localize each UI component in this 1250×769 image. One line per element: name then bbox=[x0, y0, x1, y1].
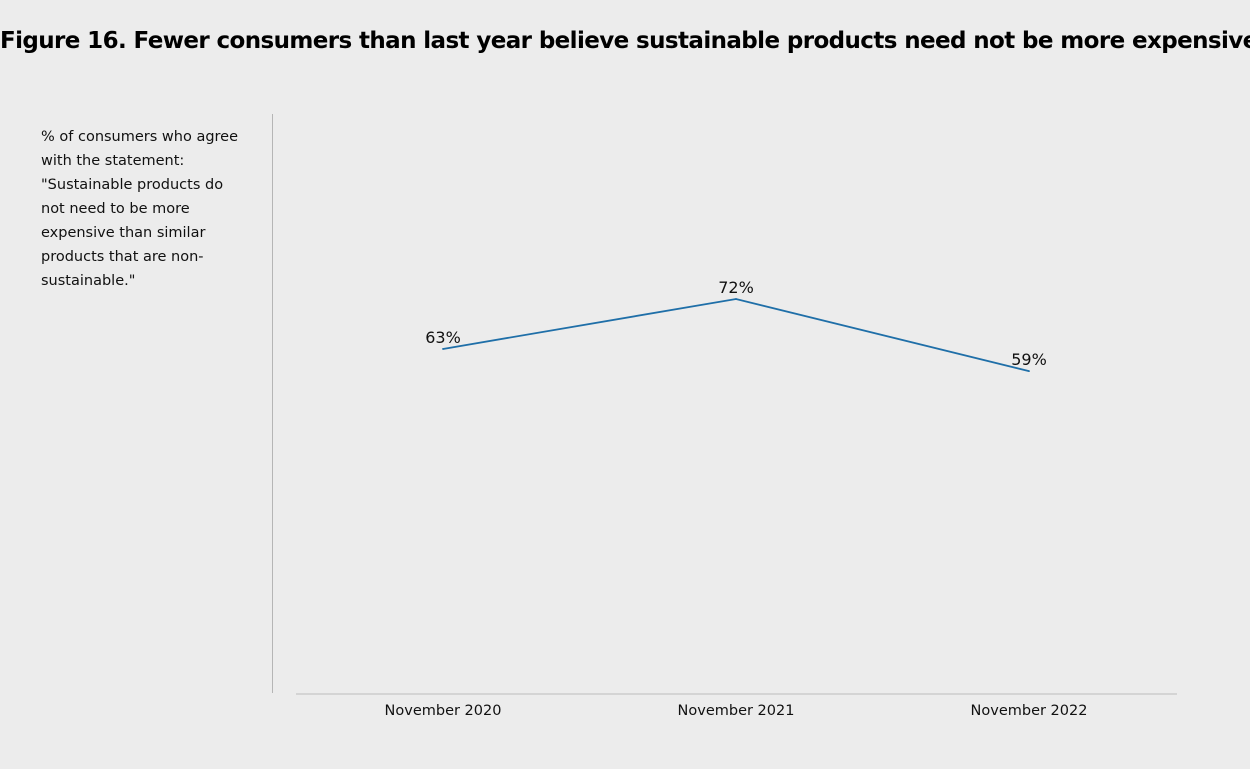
data-label: 63% bbox=[425, 328, 461, 347]
y-axis-label-line: products that are non- bbox=[41, 249, 204, 265]
chart-title: Figure 16. Fewer consumers than last yea… bbox=[0, 28, 1250, 54]
y-axis-divider bbox=[272, 114, 273, 693]
y-axis-label-line: not need to be more bbox=[41, 201, 190, 217]
series-line bbox=[442, 298, 1030, 373]
x-tick-label: November 2020 bbox=[385, 703, 502, 719]
y-axis-label: % of consumers who agree with the statem… bbox=[41, 125, 246, 293]
data-label: 72% bbox=[718, 278, 754, 297]
data-point bbox=[442, 348, 444, 350]
y-axis-label-line: % of consumers who agree bbox=[41, 129, 239, 145]
data-label: 59% bbox=[1011, 350, 1047, 369]
y-axis-label-line: "Sustainable products do bbox=[41, 177, 224, 193]
x-tick-label: November 2021 bbox=[678, 703, 795, 719]
y-axis-label-line: sustainable." bbox=[41, 273, 136, 289]
data-point bbox=[1028, 370, 1030, 373]
y-axis-label-line: with the statement: bbox=[41, 153, 185, 169]
y-axis-label-line: expensive than similar bbox=[41, 225, 206, 241]
data-point bbox=[735, 298, 737, 300]
x-tick-label: November 2022 bbox=[971, 703, 1088, 719]
